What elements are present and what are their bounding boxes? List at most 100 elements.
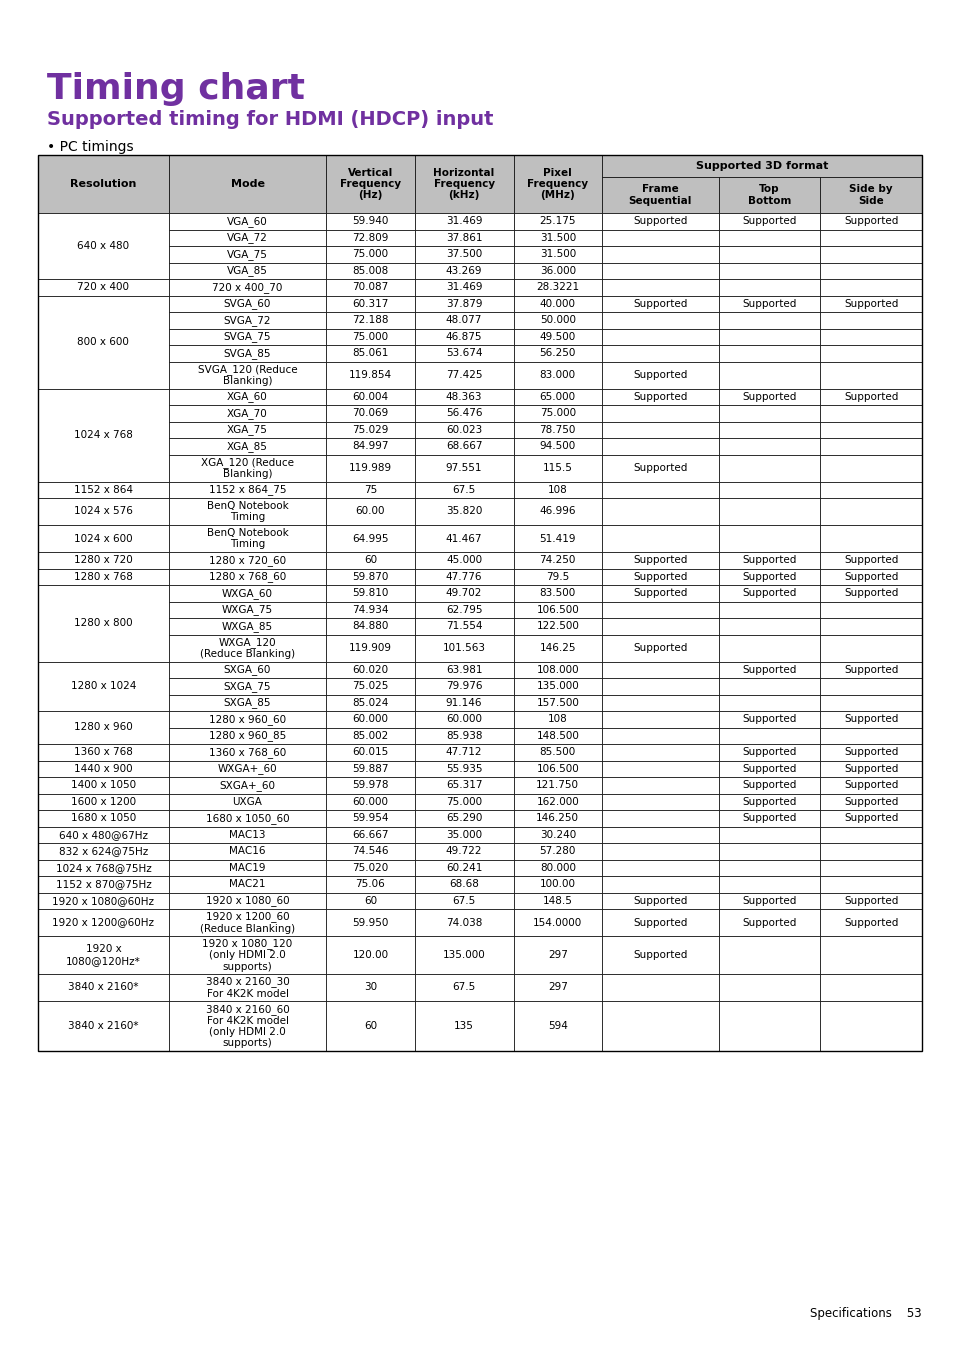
Bar bbox=[718, 810, 820, 826]
Bar bbox=[601, 279, 718, 296]
Bar bbox=[169, 346, 326, 362]
Text: 46.996: 46.996 bbox=[539, 506, 576, 517]
Bar bbox=[169, 909, 326, 936]
Bar bbox=[820, 842, 921, 860]
Text: SVGA_60: SVGA_60 bbox=[224, 298, 271, 309]
Bar bbox=[38, 585, 169, 662]
Text: 51.419: 51.419 bbox=[539, 533, 576, 544]
Bar bbox=[601, 694, 718, 711]
Bar bbox=[169, 1000, 326, 1052]
Bar bbox=[718, 936, 820, 973]
Bar bbox=[601, 552, 718, 568]
Text: Supported: Supported bbox=[843, 813, 898, 823]
Bar bbox=[326, 328, 415, 346]
Text: 37.861: 37.861 bbox=[445, 232, 482, 243]
Text: 97.551: 97.551 bbox=[445, 463, 482, 472]
Bar bbox=[415, 662, 513, 678]
Bar bbox=[718, 860, 820, 876]
Text: 1280 x 768_60: 1280 x 768_60 bbox=[209, 571, 286, 582]
Text: 1024 x 600: 1024 x 600 bbox=[74, 533, 132, 544]
Text: 297: 297 bbox=[547, 983, 567, 992]
Text: WXGA+_60: WXGA+_60 bbox=[217, 763, 277, 774]
Bar bbox=[415, 634, 513, 662]
Text: 74.934: 74.934 bbox=[352, 605, 388, 614]
Bar bbox=[718, 389, 820, 405]
Bar bbox=[169, 634, 326, 662]
Text: 120.00: 120.00 bbox=[352, 950, 388, 960]
Text: 148.5: 148.5 bbox=[542, 896, 572, 906]
Text: 56.250: 56.250 bbox=[539, 348, 576, 358]
Text: Mode: Mode bbox=[231, 180, 264, 189]
Bar bbox=[415, 421, 513, 437]
Text: 85.061: 85.061 bbox=[352, 348, 388, 358]
Text: 146.250: 146.250 bbox=[536, 813, 578, 823]
Bar bbox=[415, 213, 513, 230]
Bar bbox=[820, 246, 921, 262]
Bar bbox=[820, 711, 921, 728]
Bar bbox=[169, 778, 326, 794]
Bar bbox=[718, 346, 820, 362]
Bar bbox=[38, 482, 169, 498]
Text: 101.563: 101.563 bbox=[442, 643, 485, 653]
Bar bbox=[169, 678, 326, 694]
Bar bbox=[326, 437, 415, 455]
Bar bbox=[718, 694, 820, 711]
Bar bbox=[820, 826, 921, 842]
Text: Supported: Supported bbox=[741, 216, 796, 227]
Text: Supported: Supported bbox=[741, 298, 796, 309]
Bar bbox=[415, 826, 513, 842]
Bar bbox=[415, 760, 513, 778]
Bar bbox=[415, 810, 513, 826]
Bar bbox=[513, 312, 601, 328]
Text: Supported timing for HDMI (HDCP) input: Supported timing for HDMI (HDCP) input bbox=[47, 109, 493, 130]
Text: 65.000: 65.000 bbox=[539, 392, 576, 402]
Text: 28.3221: 28.3221 bbox=[536, 282, 578, 292]
Bar bbox=[601, 778, 718, 794]
Bar bbox=[326, 552, 415, 568]
Bar bbox=[820, 810, 921, 826]
Text: 60.00: 60.00 bbox=[355, 506, 385, 517]
Text: 60.317: 60.317 bbox=[352, 298, 388, 309]
Text: 3840 x 2160*: 3840 x 2160* bbox=[68, 983, 138, 992]
Text: Supported: Supported bbox=[741, 555, 796, 566]
Text: 74.546: 74.546 bbox=[352, 846, 388, 856]
Text: 75.025: 75.025 bbox=[352, 682, 388, 691]
Bar bbox=[601, 876, 718, 892]
Text: 48.363: 48.363 bbox=[445, 392, 482, 402]
Text: 1920 x 1200@60Hz: 1920 x 1200@60Hz bbox=[52, 918, 154, 927]
Bar bbox=[513, 585, 601, 602]
Bar bbox=[718, 602, 820, 618]
Bar bbox=[169, 230, 326, 246]
Text: VGA_72: VGA_72 bbox=[227, 232, 268, 243]
Text: 135.000: 135.000 bbox=[442, 950, 485, 960]
Bar bbox=[820, 634, 921, 662]
Text: Supported: Supported bbox=[843, 748, 898, 757]
Bar bbox=[718, 760, 820, 778]
Bar bbox=[169, 842, 326, 860]
Text: 75.06: 75.06 bbox=[355, 879, 385, 890]
Text: Supported: Supported bbox=[633, 643, 687, 653]
Text: 64.995: 64.995 bbox=[352, 533, 388, 544]
Text: UXGA: UXGA bbox=[233, 796, 262, 807]
Bar bbox=[718, 328, 820, 346]
Bar bbox=[415, 568, 513, 585]
Bar bbox=[415, 618, 513, 634]
Bar bbox=[820, 909, 921, 936]
Text: Supported: Supported bbox=[843, 589, 898, 598]
Text: 1152 x 870@75Hz: 1152 x 870@75Hz bbox=[55, 879, 152, 890]
Text: 1280 x 960: 1280 x 960 bbox=[74, 722, 132, 733]
Bar bbox=[513, 437, 601, 455]
Bar bbox=[601, 437, 718, 455]
Text: 57.280: 57.280 bbox=[539, 846, 576, 856]
Text: 108: 108 bbox=[547, 485, 567, 494]
Bar bbox=[718, 744, 820, 760]
Text: 3840 x 2160_30
For 4K2K model: 3840 x 2160_30 For 4K2K model bbox=[206, 976, 289, 999]
Text: 70.087: 70.087 bbox=[352, 282, 388, 292]
Text: Supported: Supported bbox=[633, 589, 687, 598]
Bar bbox=[718, 312, 820, 328]
Bar bbox=[513, 405, 601, 421]
Text: 31.469: 31.469 bbox=[445, 216, 482, 227]
Text: 1280 x 720_60: 1280 x 720_60 bbox=[209, 555, 286, 566]
Bar bbox=[326, 842, 415, 860]
Text: 47.712: 47.712 bbox=[445, 748, 482, 757]
